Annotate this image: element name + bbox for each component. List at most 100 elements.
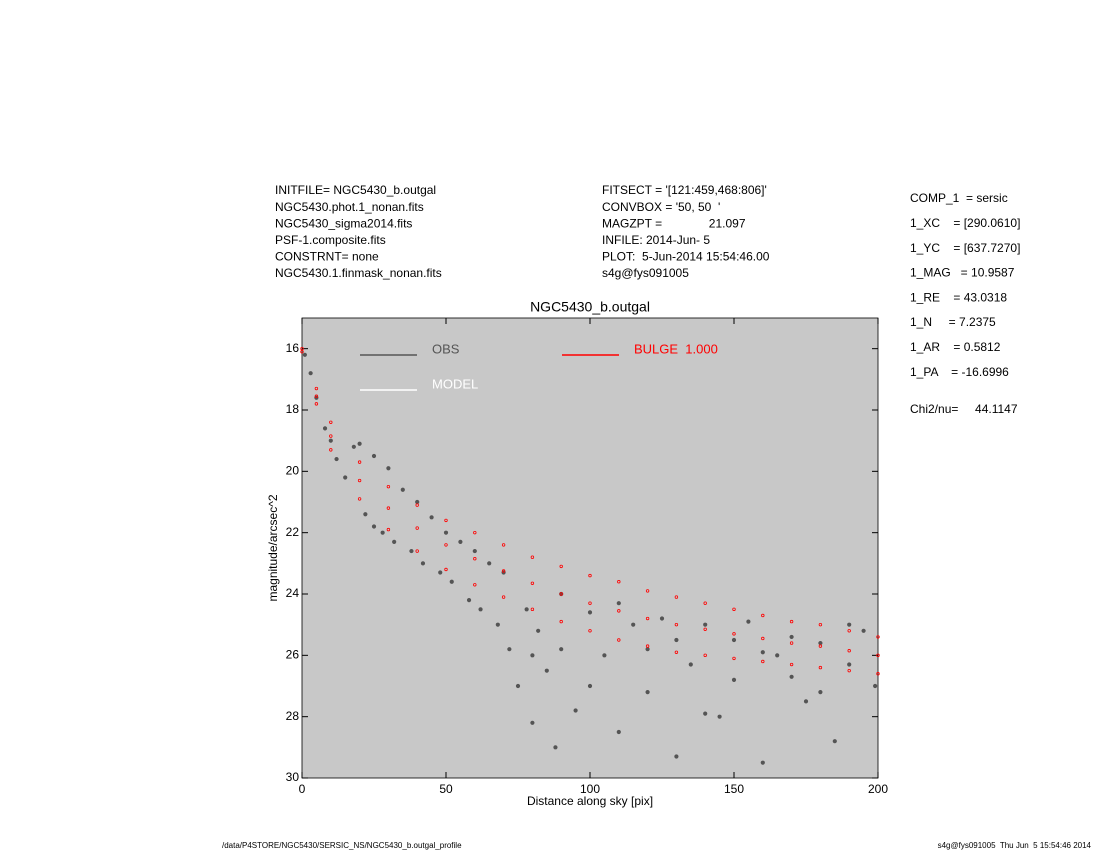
- data-point: [386, 484, 391, 489]
- info-line: INFILE: 2014-Jun- 5: [602, 233, 710, 247]
- data-point: [536, 628, 541, 633]
- data-point: [645, 647, 650, 652]
- data-point: [573, 708, 578, 713]
- data-point: [789, 634, 794, 640]
- data-point: [703, 711, 708, 716]
- data-point: [587, 610, 593, 615]
- data-point: [444, 518, 448, 523]
- data-point: [559, 619, 563, 624]
- data-point: [429, 515, 434, 520]
- footer-stamp: s4g@fys091005 Thu Jun 5 15:54:46 2014: [938, 841, 1092, 850]
- data-point: [559, 564, 563, 569]
- fit-parameter: COMP_1 = sersic: [910, 191, 1008, 205]
- data-point: [501, 569, 506, 573]
- data-point: [674, 637, 679, 643]
- data-point: [495, 622, 500, 627]
- y-tick-label: 30: [286, 770, 300, 784]
- info-line: PSF-1.composite.fits: [275, 233, 386, 247]
- data-point: [473, 557, 477, 561]
- data-point: [530, 720, 535, 725]
- y-tick-label: 18: [286, 402, 300, 416]
- legend-label: OBS: [432, 341, 460, 356]
- data-point: [444, 567, 448, 572]
- data-point: [351, 444, 356, 449]
- data-point: [645, 690, 650, 695]
- info-line: NGC5430.phot.1_nonan.fits: [275, 200, 424, 214]
- data-point: [409, 548, 414, 554]
- data-point: [703, 627, 707, 631]
- data-point: [329, 434, 333, 438]
- data-point: [357, 460, 362, 464]
- data-point: [530, 607, 535, 612]
- data-point: [478, 607, 483, 612]
- data-point: [420, 561, 426, 566]
- data-point: [688, 662, 693, 667]
- data-point: [329, 448, 333, 452]
- data-point: [631, 622, 636, 627]
- data-point: [587, 683, 593, 689]
- data-point: [732, 607, 736, 612]
- data-point: [444, 543, 448, 547]
- y-axis-label: magnitude/arcsec^2: [266, 494, 280, 601]
- y-tick-label: 22: [286, 525, 300, 539]
- chi2: Chi2/nu= 44.1147: [910, 402, 1018, 416]
- data-point: [847, 622, 852, 627]
- data-point: [876, 635, 880, 639]
- data-point: [760, 760, 765, 765]
- data-point: [645, 589, 650, 593]
- data-point: [659, 616, 665, 621]
- data-point: [832, 739, 837, 744]
- data-point: [876, 653, 880, 658]
- data-point: [392, 539, 397, 544]
- data-point: [847, 662, 852, 667]
- data-point: [314, 402, 319, 406]
- data-point: [507, 647, 512, 652]
- data-point: [674, 650, 679, 654]
- plot-area: [301, 317, 879, 779]
- data-point: [472, 548, 477, 554]
- data-point: [400, 487, 405, 492]
- data-point: [789, 641, 794, 645]
- data-point: [602, 653, 607, 658]
- data-point: [530, 581, 535, 585]
- data-point: [544, 668, 549, 673]
- data-point: [314, 386, 319, 391]
- x-axis-label: Distance along sky [pix]: [527, 794, 653, 808]
- data-point: [732, 632, 736, 636]
- fit-parameter: 1_MAG = 10.9587: [910, 266, 1015, 280]
- data-point: [415, 499, 420, 505]
- data-point: [731, 677, 737, 682]
- data-point: [674, 754, 679, 759]
- info-line: FITSECT = '[121:459,468:806]': [602, 183, 767, 197]
- data-point: [761, 659, 765, 664]
- data-point: [789, 674, 794, 679]
- data-point: [314, 394, 319, 398]
- data-point: [789, 619, 794, 624]
- data-point: [501, 595, 506, 599]
- data-point: [616, 729, 621, 735]
- data-point: [371, 453, 377, 459]
- data-point: [343, 475, 348, 480]
- data-point: [645, 644, 650, 648]
- fit-parameter: 1_PA = -16.6996: [910, 365, 1009, 379]
- data-point: [818, 690, 823, 695]
- data-point: [617, 638, 621, 642]
- data-point: [308, 371, 313, 376]
- data-point: [617, 580, 621, 584]
- legend-label: BULGE 1.000: [634, 341, 718, 356]
- data-point: [363, 512, 368, 517]
- data-point: [415, 526, 419, 530]
- data-point: [861, 628, 866, 633]
- data-point: [847, 629, 851, 633]
- data-point: [524, 607, 529, 612]
- data-point: [674, 622, 679, 627]
- info-line: INITFILE= NGC5430_b.outgal: [275, 183, 436, 197]
- data-point: [302, 352, 307, 357]
- data-point: [328, 438, 333, 443]
- data-point: [487, 561, 492, 566]
- data-point: [443, 530, 449, 535]
- data-point: [703, 653, 707, 658]
- data-point: [775, 653, 780, 658]
- info-line: MAGZPT = 21.097: [602, 216, 746, 230]
